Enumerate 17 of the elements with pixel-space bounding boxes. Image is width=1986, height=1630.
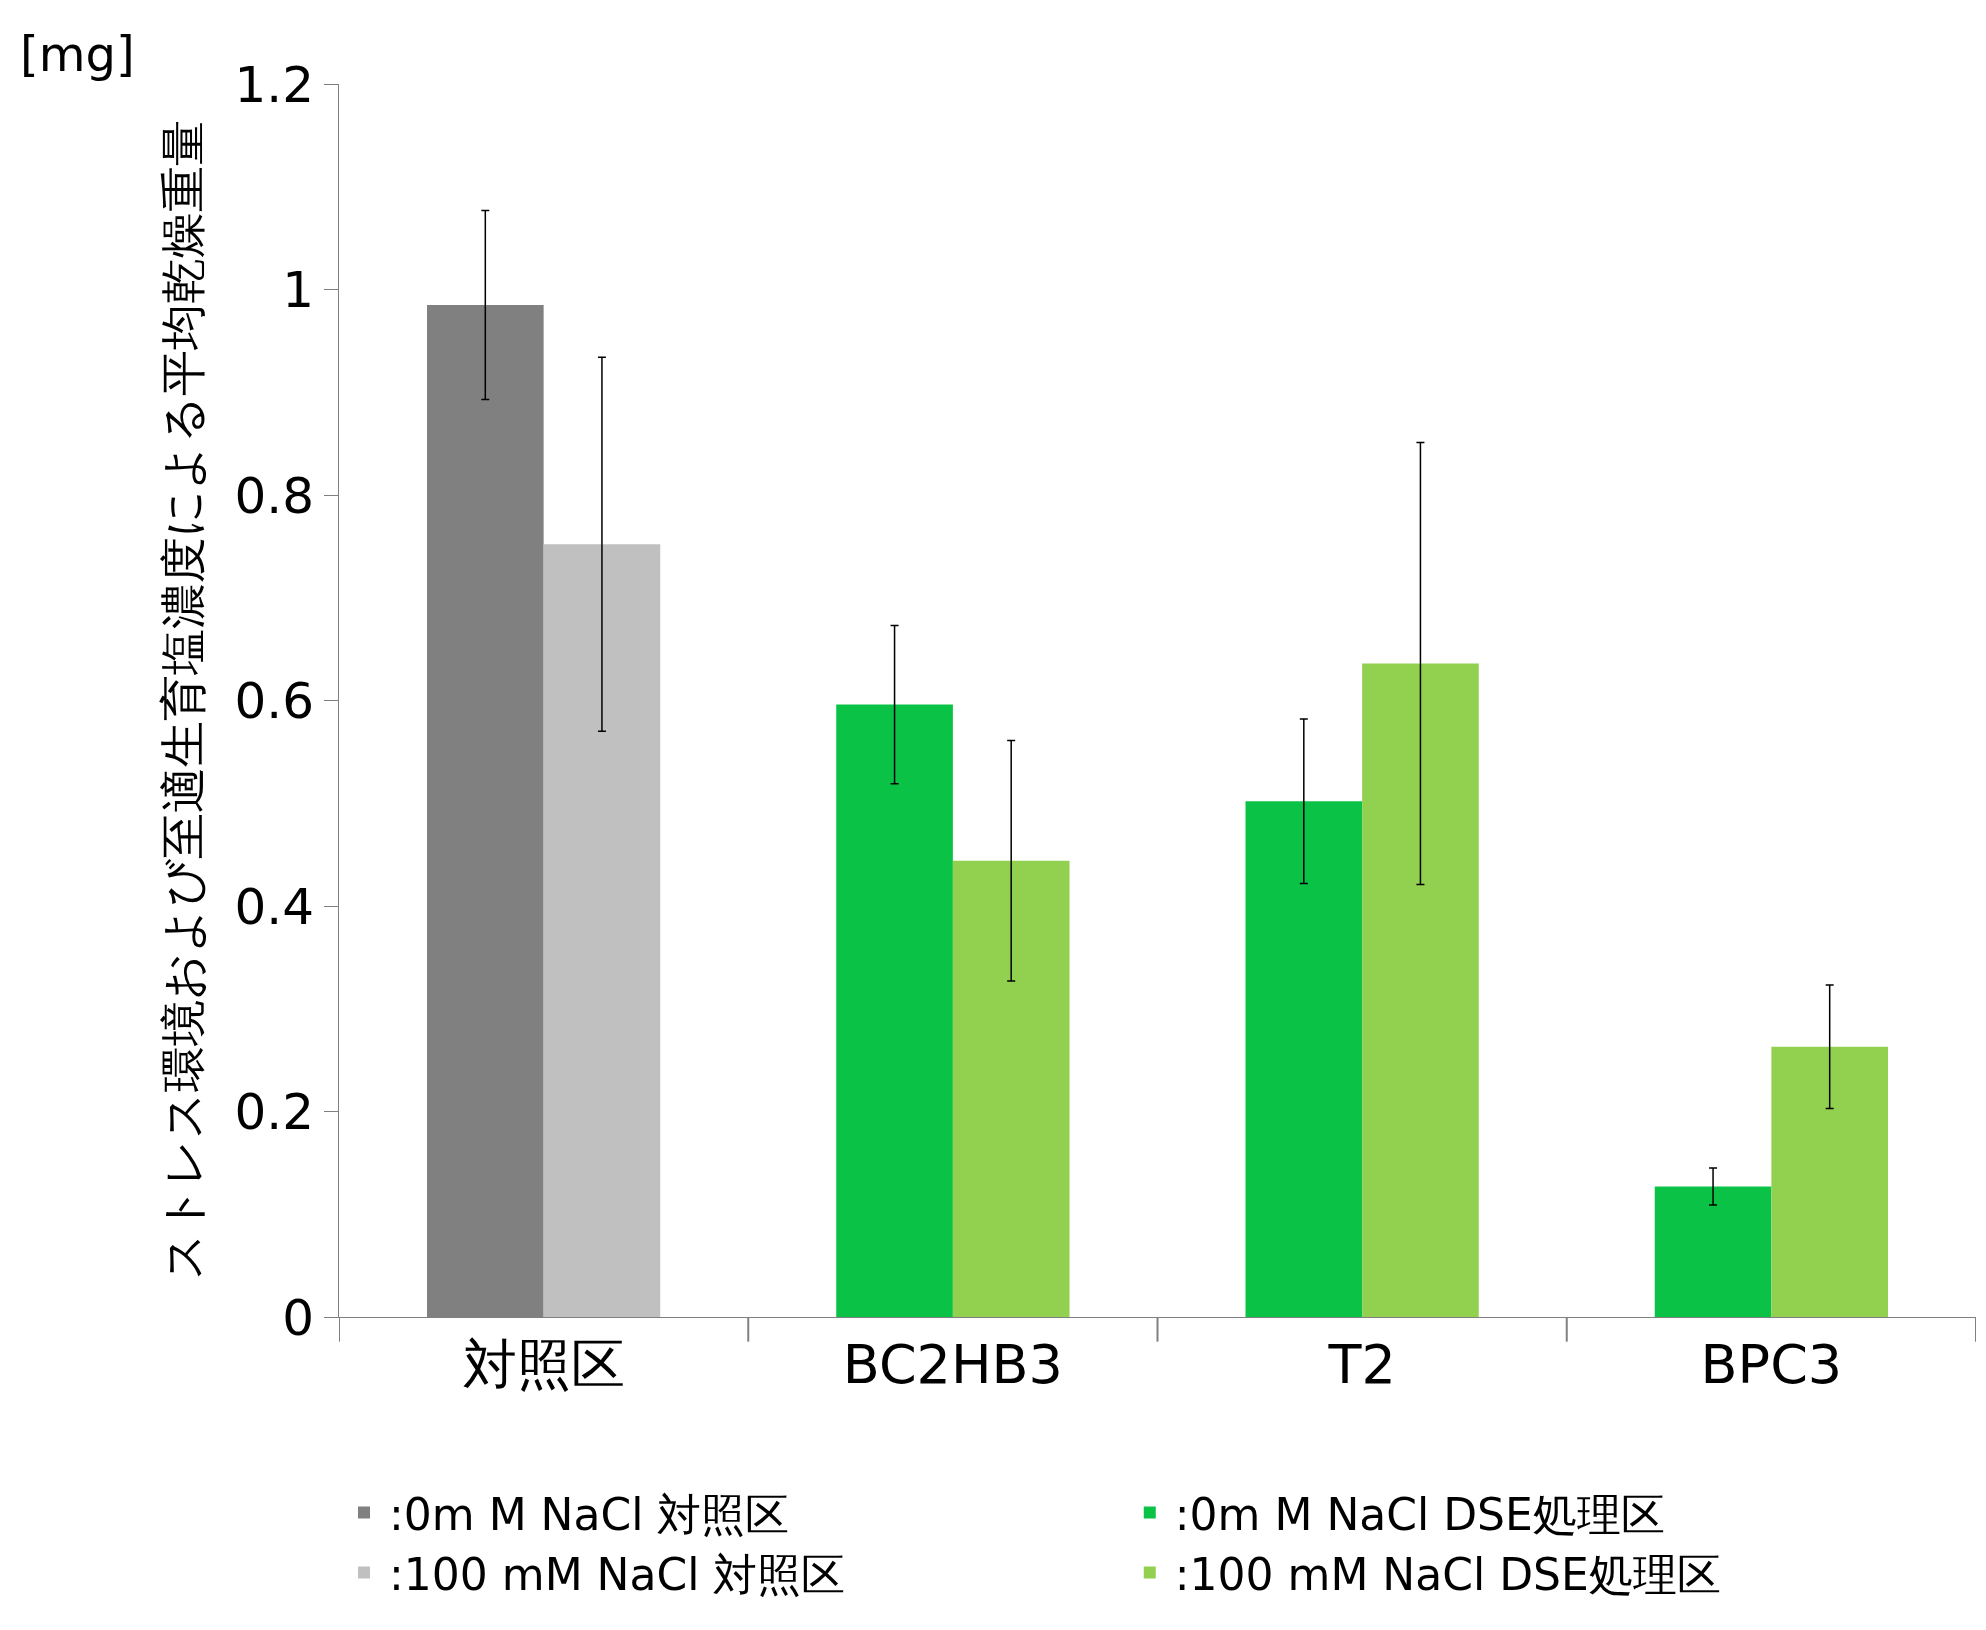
x-tick-label: 対照区 <box>462 1332 625 1396</box>
x-tick-label: BC2HB3 <box>842 1332 1063 1396</box>
text: [mg] <box>20 26 135 82</box>
legend-label: :100 mM NaCl DSE処理区 <box>1174 1548 1721 1600</box>
x-tick-label: BPC3 <box>1700 1332 1843 1396</box>
y-tick-label: 0.8 <box>234 466 314 525</box>
x-tick-label: T2 <box>1327 1332 1396 1396</box>
y-tick-label: 1.2 <box>234 55 314 114</box>
legend-label: :100 mM NaCl 対照区 <box>389 1548 846 1600</box>
y-axis-title: ストレス環境および至適生育塩濃度による平均乾燥重量 <box>155 120 210 1281</box>
y-tick-label: 0.4 <box>234 877 314 936</box>
legend-label: :0m M NaCl DSE処理区 <box>1174 1488 1665 1540</box>
y-tick-label: 0.2 <box>234 1083 314 1141</box>
y-tick-label: 0.6 <box>234 672 314 730</box>
y-tick-label: 1 <box>282 261 314 319</box>
legend-label: :0m M NaCl 対照区 <box>389 1488 790 1540</box>
y-tick-label: 0 <box>282 1288 314 1347</box>
